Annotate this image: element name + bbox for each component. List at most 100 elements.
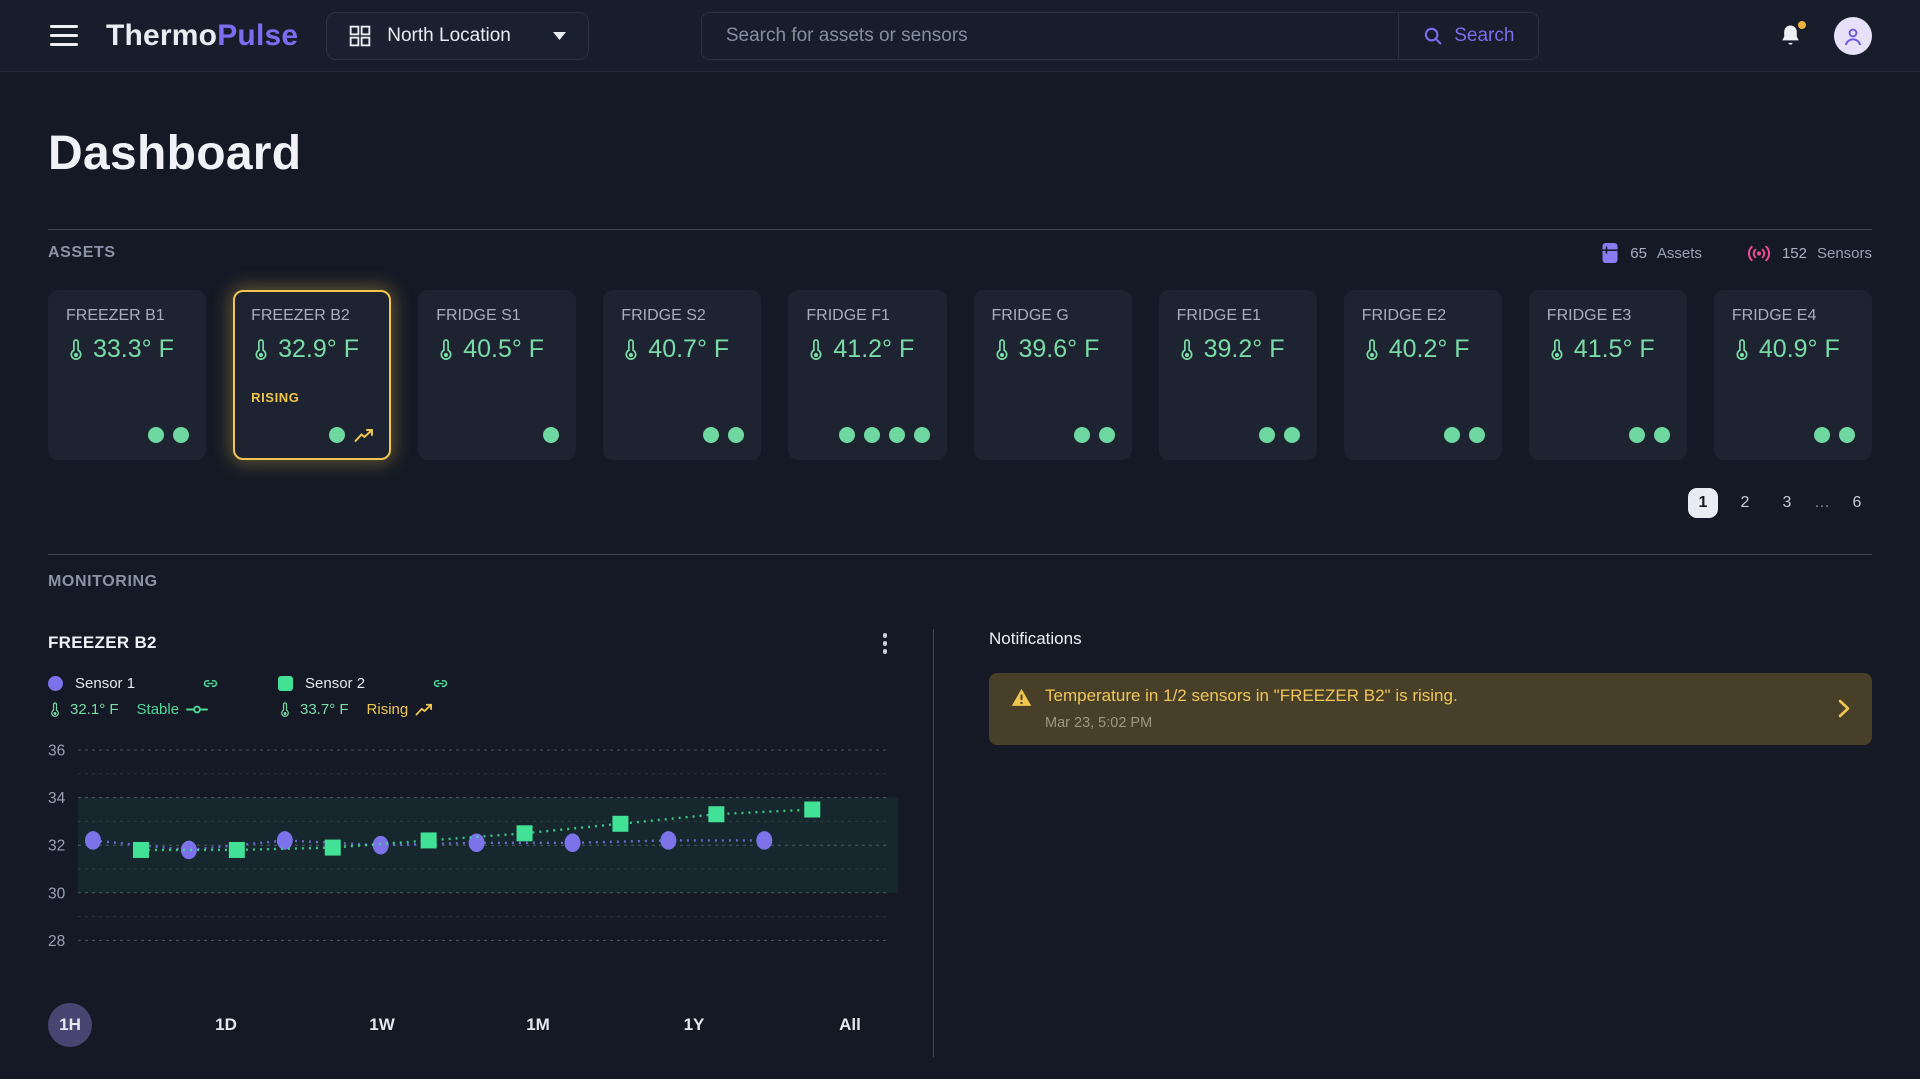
search-bar: Search [700, 11, 1539, 60]
time-range-1d[interactable]: 1D [204, 1003, 248, 1047]
asset-card-footer [838, 427, 930, 443]
thermometer-icon [1732, 338, 1752, 362]
data-point[interactable] [612, 815, 629, 832]
sensor-name: Sensor 1 [75, 674, 136, 692]
sensor-status-dot [913, 427, 930, 443]
trend-up-icon [354, 428, 374, 442]
monitoring-section-label: MONITORING [48, 573, 158, 590]
sensor-status-dot [329, 427, 346, 443]
sensors-count-value: 152 [1781, 244, 1807, 262]
time-range-1y[interactable]: 1Y [672, 1003, 716, 1047]
kebab-menu-icon[interactable] [879, 629, 892, 658]
legend-swatch [278, 675, 293, 691]
data-point[interactable] [660, 830, 677, 850]
grid-icon [349, 25, 371, 47]
data-point[interactable] [468, 833, 485, 852]
asset-card-title: FRIDGE S2 [621, 307, 706, 324]
legend-item-sensor-2: Sensor 2 33.7° F Rising [278, 674, 450, 719]
avatar[interactable] [1834, 16, 1872, 55]
sensor-status-dot [1468, 427, 1485, 443]
page-title: Dashboard [48, 127, 302, 180]
time-range-1w[interactable]: 1W [360, 1003, 404, 1047]
monitoring-section: MONITORING FREEZER B2 Sensor 1 32.1° F St… [48, 554, 1872, 1057]
monitoring-chart-panel: FREEZER B2 Sensor 1 32.1° F Stable Sensor… [48, 629, 934, 1057]
sensor-current-temp: 32.1° F [70, 701, 119, 718]
time-range-1h[interactable]: 1H [48, 1002, 92, 1047]
chevron-right-icon[interactable] [1838, 699, 1850, 718]
asset-card-footer [703, 427, 745, 443]
asset-card-temperature: 40.7° F [621, 335, 743, 364]
data-point[interactable] [85, 830, 101, 850]
data-point[interactable] [420, 831, 437, 848]
sensor-status-dot [1443, 427, 1460, 443]
asset-card[interactable]: FRIDGE G 39.6° F [973, 290, 1132, 460]
asset-card-title: FREEZER B2 [251, 307, 350, 324]
sensor-status-dot [1283, 427, 1300, 443]
asset-card-temperature: 39.6° F [992, 335, 1114, 364]
time-range-all[interactable]: All [828, 1003, 872, 1047]
signal-icon [1746, 245, 1772, 262]
pagination-page-1[interactable]: 1 [1688, 488, 1718, 518]
sensor-status-dot [838, 427, 855, 443]
asset-card[interactable]: FRIDGE E2 40.2° F [1343, 290, 1502, 460]
notification-timestamp: Mar 23, 5:02 PM [1045, 715, 1153, 731]
asset-card[interactable]: FRIDGE F1 41.2° F [788, 290, 947, 460]
asset-card[interactable]: FREEZER B1 33.3° F [48, 290, 207, 460]
search-button[interactable]: Search [1397, 12, 1538, 59]
location-selector[interactable]: North Location [326, 11, 589, 60]
user-icon [1841, 24, 1865, 48]
data-point[interactable] [804, 801, 821, 817]
asset-card[interactable]: FRIDGE E3 41.5° F [1528, 290, 1687, 460]
notification-item[interactable]: Temperature in 1/2 sensors in "FREEZER B… [989, 673, 1872, 745]
thermometer-icon [251, 338, 271, 362]
safe-range-band [78, 797, 898, 893]
hamburger-menu-icon[interactable] [48, 21, 80, 50]
sensor-status-dot [1258, 427, 1275, 443]
sensor-status-dot [863, 427, 880, 443]
data-point[interactable] [276, 830, 293, 850]
data-point[interactable] [516, 824, 533, 841]
pagination-page-3[interactable]: 3 [1772, 488, 1802, 518]
asset-card-footer [1628, 427, 1670, 443]
data-point[interactable] [564, 833, 581, 852]
asset-card[interactable]: FRIDGE S2 40.7° F [603, 290, 762, 460]
link-icon[interactable] [201, 674, 220, 693]
search-input[interactable] [701, 12, 1398, 59]
sensor-trend: Rising [367, 701, 434, 718]
asset-card-footer [329, 427, 374, 443]
notifications-list: Temperature in 1/2 sensors in "FREEZER B… [989, 673, 1872, 745]
data-point[interactable] [756, 830, 773, 850]
asset-card-footer [543, 427, 560, 443]
trend-up-icon [415, 703, 433, 716]
y-axis-tick: 32 [48, 837, 65, 854]
data-point[interactable] [228, 841, 245, 858]
asset-card-title: FRIDGE E1 [1176, 307, 1262, 324]
search-icon [1422, 25, 1444, 47]
pagination-page-6[interactable]: 6 [1842, 488, 1872, 518]
data-point[interactable] [180, 840, 197, 859]
assets-pagination: 1 2 3 … 6 [48, 488, 1872, 518]
data-point[interactable] [324, 839, 341, 856]
sensor-name: Sensor 2 [305, 674, 366, 692]
thermometer-icon [1177, 338, 1197, 362]
assets-count-value: 65 [1630, 244, 1647, 262]
asset-card-temperature: 39.2° F [1177, 335, 1299, 364]
thermometer-icon [1547, 338, 1567, 362]
link-icon[interactable] [431, 674, 450, 693]
time-range-1m[interactable]: 1M [516, 1003, 560, 1047]
asset-card-footer [1443, 427, 1485, 443]
data-point[interactable] [708, 805, 725, 822]
time-range-selector: 1H 1D 1W 1M 1Y All [48, 1002, 872, 1047]
asset-card[interactable]: FRIDGE E4 40.9° F [1713, 290, 1872, 460]
y-axis-tick: 36 [48, 742, 65, 759]
asset-card[interactable]: FRIDGE S1 40.5° F [418, 290, 577, 460]
notifications-bell-button[interactable] [1777, 19, 1808, 49]
asset-card-grid: FREEZER B1 33.3° F FREEZER B2 32.9° F RISI… [48, 290, 1872, 460]
data-point[interactable] [132, 841, 149, 858]
asset-card[interactable]: FREEZER B2 32.9° F RISING [233, 290, 392, 460]
pagination-page-2[interactable]: 2 [1730, 488, 1760, 518]
asset-card-temperature: 33.3° F [66, 335, 188, 364]
assets-section-label: ASSETS [48, 244, 116, 261]
asset-card[interactable]: FRIDGE E1 39.2° F [1158, 290, 1317, 460]
thermometer-icon [48, 701, 62, 719]
